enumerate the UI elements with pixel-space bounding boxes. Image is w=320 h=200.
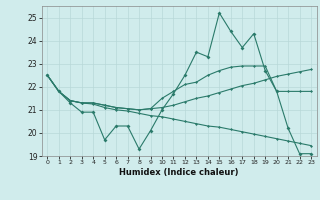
X-axis label: Humidex (Indice chaleur): Humidex (Indice chaleur)	[119, 168, 239, 177]
